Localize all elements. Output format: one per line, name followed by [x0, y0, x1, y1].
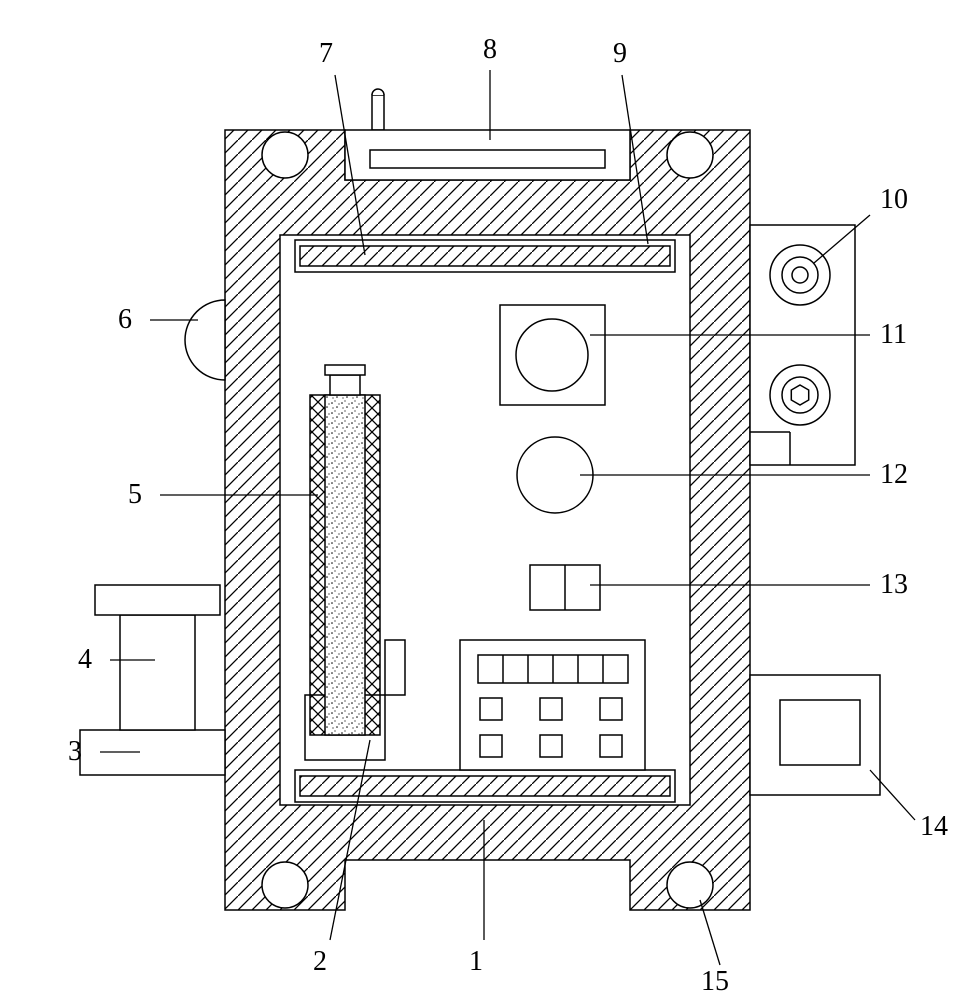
module-11-dial	[516, 319, 588, 391]
bottom-rail-bar	[300, 776, 670, 796]
top-rail-bar	[300, 246, 670, 266]
bolt-hole-bottom-right	[667, 862, 713, 908]
diagram-root: 1 2 3 4 5 6 7 8 9 10 11 12 13 14 15	[0, 0, 978, 1000]
label-9: 9	[613, 38, 627, 69]
left-column	[120, 615, 195, 730]
keypad-btn	[480, 735, 502, 757]
label-14: 14	[920, 811, 948, 842]
keypad-btn	[600, 698, 622, 720]
left-top-plate	[95, 585, 220, 615]
keypad-btn	[480, 698, 502, 720]
top-module-slot	[370, 150, 605, 168]
label-12: 12	[880, 459, 908, 490]
antenna-cap	[372, 89, 384, 95]
keypad-btn	[540, 698, 562, 720]
keypad-btn	[540, 735, 562, 757]
label-4: 4	[78, 644, 92, 675]
keypad-btn	[600, 735, 622, 757]
label-6: 6	[118, 304, 132, 335]
label-11: 11	[880, 319, 907, 350]
cylinder-cap-base	[330, 375, 360, 395]
bolt-hole-bottom-left	[262, 862, 308, 908]
side-tab	[385, 640, 405, 695]
label-2: 2	[313, 946, 327, 977]
antenna-post	[372, 95, 384, 130]
connector-bottom-hex	[791, 385, 808, 405]
right-lower-screen	[780, 700, 860, 765]
label-1: 1	[469, 946, 483, 977]
bolt-hole-top-left	[262, 132, 308, 178]
left-dome	[185, 300, 225, 380]
cylinder-cap-top	[325, 365, 365, 375]
diagram-svg: 1 2 3 4 5 6 7 8 9 10 11 12 13 14 15	[0, 0, 978, 1000]
label-3: 3	[68, 736, 82, 767]
label-15: 15	[701, 966, 729, 997]
bolt-hole-top-right	[667, 132, 713, 178]
label-5: 5	[128, 479, 142, 510]
connector-top-inner	[792, 267, 808, 283]
label-7: 7	[319, 38, 333, 69]
label-13: 13	[880, 569, 908, 600]
label-8: 8	[483, 34, 497, 65]
label-10: 10	[880, 184, 908, 215]
